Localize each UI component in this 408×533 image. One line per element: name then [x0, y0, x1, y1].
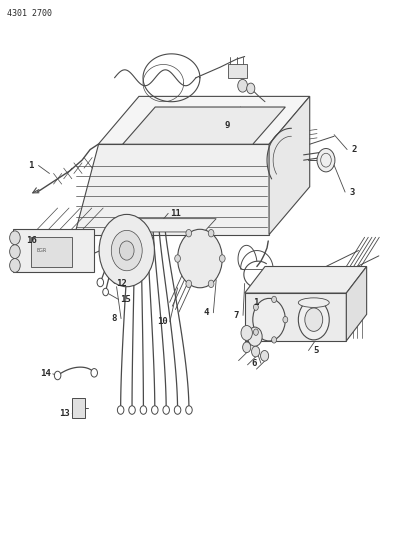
Text: 3: 3 [350, 188, 355, 197]
Polygon shape [123, 107, 285, 144]
Bar [72, 398, 85, 418]
Polygon shape [245, 266, 367, 293]
Circle shape [186, 230, 192, 237]
Circle shape [247, 83, 255, 94]
Polygon shape [269, 96, 310, 235]
Polygon shape [346, 266, 367, 341]
Circle shape [140, 406, 146, 414]
Text: 12: 12 [117, 279, 127, 288]
Text: 15: 15 [120, 295, 131, 304]
Circle shape [10, 245, 20, 259]
Circle shape [208, 230, 214, 237]
Circle shape [305, 308, 323, 332]
Circle shape [151, 406, 158, 414]
Circle shape [283, 317, 288, 323]
Text: 11: 11 [170, 209, 181, 218]
Bar [228, 64, 247, 78]
Polygon shape [245, 293, 346, 341]
Circle shape [208, 280, 214, 288]
Text: 9: 9 [225, 121, 230, 130]
Polygon shape [111, 219, 216, 232]
Circle shape [241, 326, 253, 341]
Circle shape [186, 406, 192, 414]
Circle shape [174, 406, 181, 414]
Circle shape [253, 298, 285, 341]
Circle shape [186, 280, 192, 288]
Text: 4: 4 [203, 308, 209, 317]
Circle shape [91, 368, 98, 377]
Circle shape [298, 300, 329, 340]
Circle shape [54, 371, 61, 379]
Circle shape [248, 327, 262, 346]
Text: 6: 6 [251, 359, 256, 368]
Circle shape [175, 255, 180, 262]
Circle shape [317, 149, 335, 172]
Circle shape [10, 231, 20, 245]
Circle shape [99, 214, 154, 287]
Bar [31, 237, 72, 266]
Text: EGR: EGR [36, 248, 47, 253]
Polygon shape [74, 144, 269, 235]
Ellipse shape [298, 298, 329, 308]
Circle shape [118, 406, 124, 414]
Circle shape [272, 296, 277, 303]
Text: 13: 13 [60, 409, 70, 418]
Text: 8: 8 [111, 314, 116, 323]
Circle shape [120, 241, 134, 260]
Text: 7: 7 [233, 311, 238, 320]
Circle shape [111, 230, 142, 271]
Circle shape [177, 229, 222, 288]
Circle shape [163, 406, 169, 414]
Circle shape [252, 346, 260, 357]
Circle shape [261, 351, 268, 361]
Circle shape [220, 255, 225, 262]
Circle shape [253, 304, 258, 310]
Text: 4301 2700: 4301 2700 [7, 9, 52, 18]
Text: 14: 14 [40, 369, 51, 378]
Text: 10: 10 [157, 317, 168, 326]
Circle shape [10, 259, 20, 272]
Text: 2: 2 [352, 145, 357, 154]
Circle shape [238, 79, 248, 92]
Circle shape [129, 406, 135, 414]
Text: 1: 1 [29, 161, 34, 170]
Circle shape [253, 329, 258, 335]
Circle shape [97, 278, 104, 287]
Polygon shape [98, 96, 310, 144]
Bar [13, 229, 94, 272]
Text: 16: 16 [26, 237, 37, 246]
Circle shape [243, 342, 251, 353]
Circle shape [272, 337, 277, 343]
Text: 5: 5 [313, 346, 319, 355]
Text: 1: 1 [253, 297, 259, 306]
Circle shape [103, 288, 109, 296]
